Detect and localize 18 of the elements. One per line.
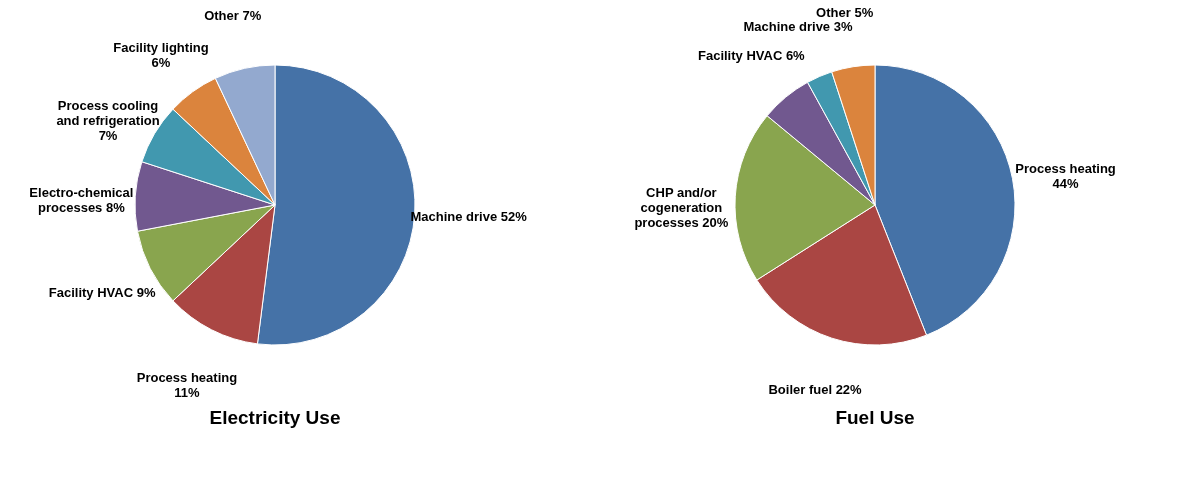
slice-label: Boiler fuel 22% [768,381,863,397]
slice-label: Electro-chemical processes 8% [29,184,134,215]
data-label: 44% [1052,175,1080,191]
data-label: 11% [174,384,201,400]
data-label: 6% [151,55,171,71]
slice-label: Process heating [136,369,238,385]
text: Electricity Use [209,407,341,428]
slice-label: Other 7% [204,7,262,23]
slice-label: Facility HVAC 9% [48,285,156,301]
data-label: 7% [98,128,118,144]
text: Fuel Use [835,407,915,428]
slice-label: Process heating [1015,160,1116,176]
slice-label: Machine drive 3% [743,18,853,34]
slice-label: CHP and/or cogeneration processes 20% [634,184,729,230]
slice-label: Facility HVAC 6% [698,47,806,63]
slice-label: Other 5% [816,5,874,21]
slice-label: Facility lighting [113,40,209,56]
slice-label: Process cooling and refrigeration [56,98,160,129]
